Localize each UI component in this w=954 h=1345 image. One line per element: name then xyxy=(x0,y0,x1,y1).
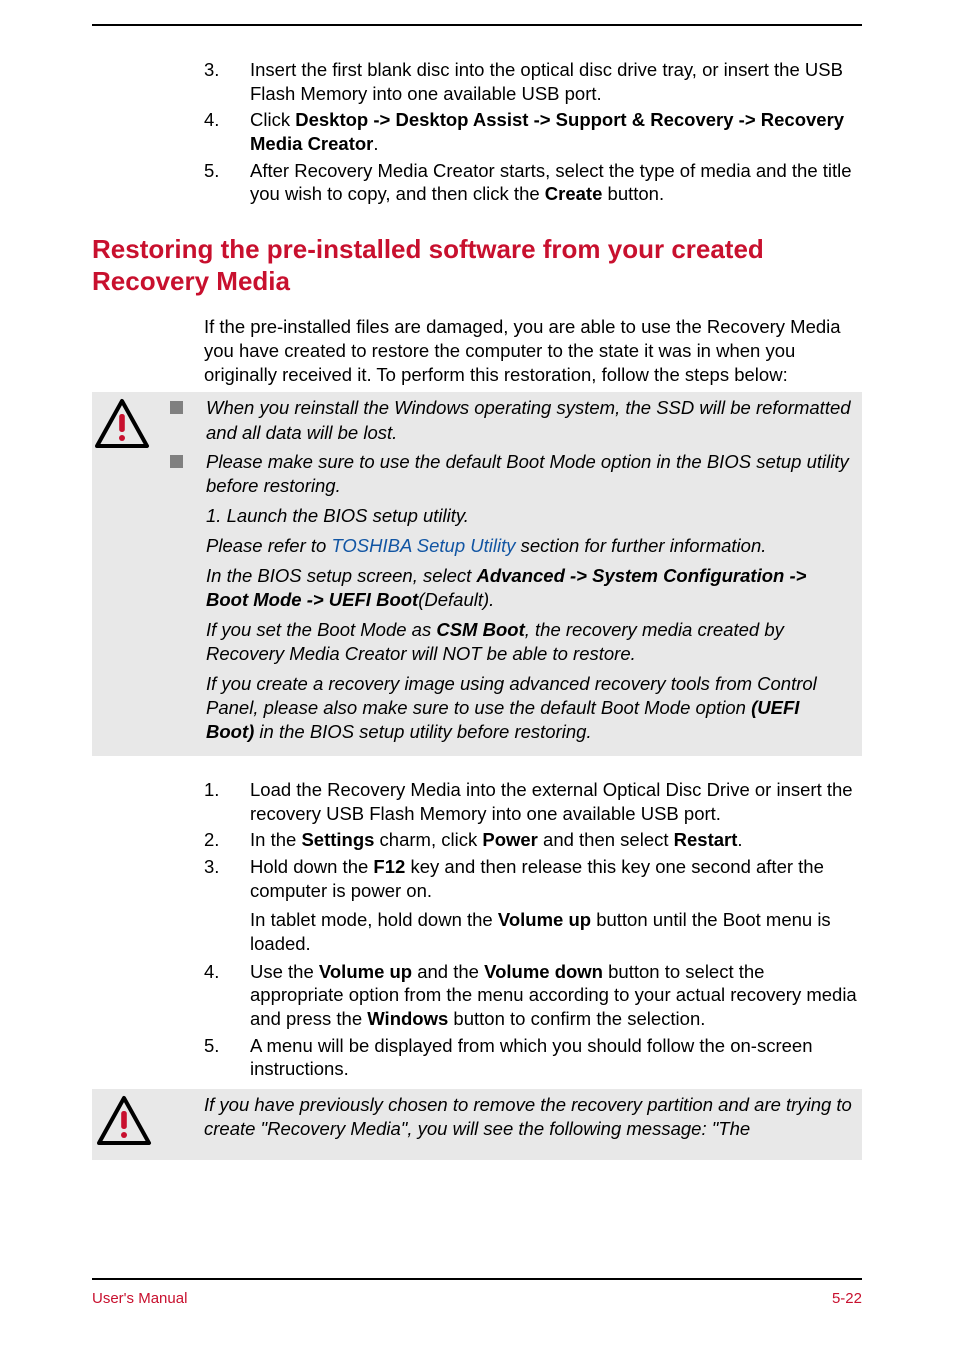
bullet-icon xyxy=(170,396,206,444)
section-heading: Restoring the pre-installed software fro… xyxy=(92,234,862,297)
bullet-icon xyxy=(170,450,206,498)
toshiba-setup-link[interactable]: TOSHIBA Setup Utility xyxy=(331,535,515,556)
step-text: In the Settings charm, click Power and t… xyxy=(250,828,862,852)
step2-4: 4. Use the Volume up and the Volume down… xyxy=(204,960,862,1031)
note-sub-p4: If you set the Boot Mode as CSM Boot, th… xyxy=(206,618,852,666)
note-bullet-text: When you reinstall the Windows operating… xyxy=(206,396,852,444)
note-sub-p1: 1. Launch the BIOS setup utility. xyxy=(206,504,852,528)
step-text: A menu will be displayed from which you … xyxy=(250,1034,862,1081)
step-text: Click Desktop -> Desktop Assist -> Suppo… xyxy=(250,108,862,155)
warning-icon xyxy=(92,396,170,459)
step-list-2: 1. Load the Recovery Media into the exte… xyxy=(204,778,862,1081)
footer-left: User's Manual xyxy=(92,1290,187,1307)
step-number: 5. xyxy=(204,159,250,206)
footer-page-number: 5-22 xyxy=(832,1290,862,1307)
page-footer: User's Manual 5-22 xyxy=(92,1278,862,1307)
step-number: 5. xyxy=(204,1034,250,1081)
warning-icon xyxy=(92,1093,204,1156)
note-bullet-1: When you reinstall the Windows operating… xyxy=(170,396,852,444)
note-bullet-text: Please make sure to use the default Boot… xyxy=(206,450,852,498)
footer-rule xyxy=(92,1278,862,1280)
warning-note-2: If you have previously chosen to remove … xyxy=(92,1089,862,1160)
step2-1: 1. Load the Recovery Media into the exte… xyxy=(204,778,862,825)
step-text: Hold down the F12 key and then release t… xyxy=(250,855,862,902)
step2-2: 2. In the Settings charm, click Power an… xyxy=(204,828,862,852)
note-sub-p5: If you create a recovery image using adv… xyxy=(206,672,852,744)
step-list-1: 3. Insert the first blank disc into the … xyxy=(204,58,862,206)
step-text: Use the Volume up and the Volume down bu… xyxy=(250,960,862,1031)
step2-5: 5. A menu will be displayed from which y… xyxy=(204,1034,862,1081)
step-text: Load the Recovery Media into the externa… xyxy=(250,778,862,825)
step-5: 5. After Recovery Media Creator starts, … xyxy=(204,159,862,206)
step-number: 3. xyxy=(204,58,250,105)
warning-body: When you reinstall the Windows operating… xyxy=(170,396,856,746)
step-number: 1. xyxy=(204,778,250,825)
warning-note: When you reinstall the Windows operating… xyxy=(92,392,862,756)
main-content: 3. Insert the first blank disc into the … xyxy=(92,58,862,1160)
intro-paragraph: If the pre-installed files are damaged, … xyxy=(204,315,862,386)
step2-3: 3. Hold down the F12 key and then releas… xyxy=(204,855,862,902)
step-text: Insert the first blank disc into the opt… xyxy=(250,58,862,105)
step-number: 4. xyxy=(204,960,250,1031)
note-sub-p2: Please refer to TOSHIBA Setup Utility se… xyxy=(206,534,852,558)
step-number: 2. xyxy=(204,828,250,852)
step-4: 4. Click Desktop -> Desktop Assist -> Su… xyxy=(204,108,862,155)
warning-2-body: If you have previously chosen to remove … xyxy=(204,1093,856,1141)
step-3: 3. Insert the first blank disc into the … xyxy=(204,58,862,105)
note-sub-p3: In the BIOS setup screen, select Advance… xyxy=(206,564,852,612)
step-number: 3. xyxy=(204,855,250,902)
note-bullet-2: Please make sure to use the default Boot… xyxy=(170,450,852,498)
step2-3-sub: In tablet mode, hold down the Volume up … xyxy=(250,908,862,955)
step-text: After Recovery Media Creator starts, sel… xyxy=(250,159,862,206)
top-rule xyxy=(92,24,862,26)
step-number: 4. xyxy=(204,108,250,155)
